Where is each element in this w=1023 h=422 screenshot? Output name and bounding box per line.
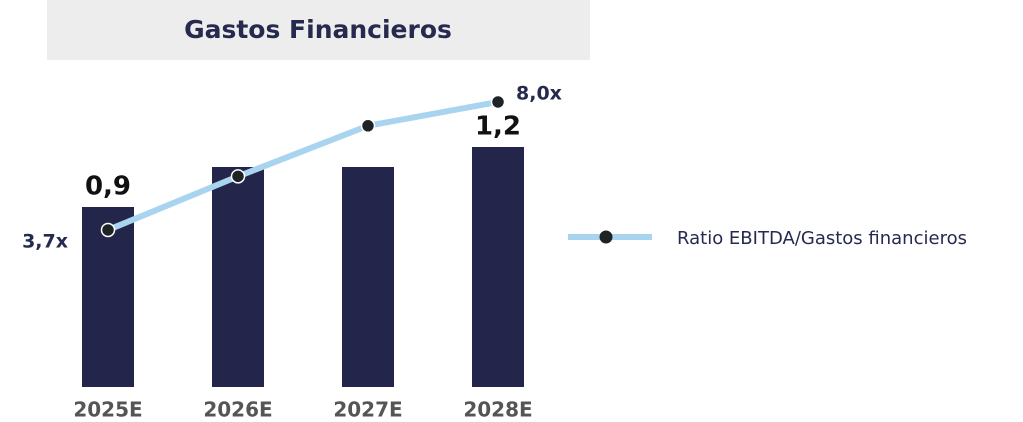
bar — [342, 167, 394, 387]
bar — [472, 147, 524, 387]
chart-title: Gastos Financieros — [184, 15, 452, 44]
title-box — [47, 0, 590, 60]
legend-marker — [599, 230, 613, 244]
ratio-marker — [230, 169, 246, 184]
bar — [212, 167, 264, 387]
bar-label: 1,2 — [475, 112, 521, 142]
ratio-label: 8,0x — [516, 82, 562, 104]
ratio-line — [105, 98, 501, 233]
ratio-marker — [490, 94, 506, 110]
x-tick-label: 2025E — [73, 398, 142, 422]
ratio-marker — [100, 222, 116, 238]
legend-label: Ratio EBITDA/Gastos financieros — [677, 228, 967, 249]
bar-label: 0,9 — [85, 172, 131, 202]
x-tick-label: 2027E — [333, 398, 402, 422]
ratio-label: 3,7x — [22, 230, 68, 252]
x-tick-label: 2028E — [463, 398, 532, 422]
x-tick-label: 2026E — [203, 398, 272, 422]
ratio-marker — [360, 118, 376, 134]
